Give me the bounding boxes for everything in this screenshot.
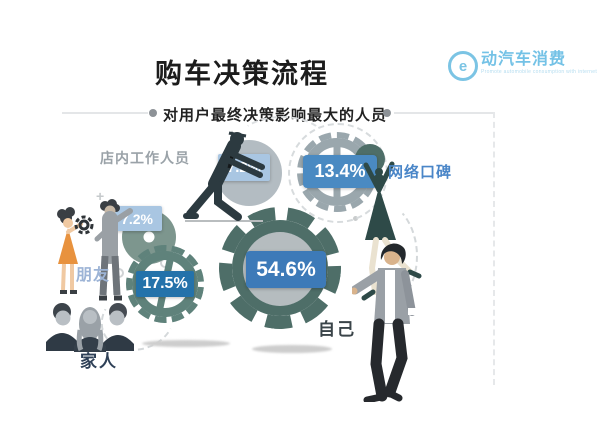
subtitle-rule-right [394,112,494,114]
friends-pair-figure-icon [57,199,133,301]
page-title: 购车决策流程 [155,59,329,89]
brand-tagline: Promote automobile consumption with inte… [481,69,598,75]
label-self: 自己 [318,320,356,339]
gear-shadow [252,345,332,353]
label-online-reputation: 网络口碑 [388,164,453,181]
value-box-family: 17.5% [136,271,194,297]
brand-logo: e 动汽车消费 Promote automobile consumption w… [448,50,597,81]
gear-shadow [142,340,230,347]
brand-name: 动汽车消费 [481,51,567,68]
store-staff-pushing-figure-icon [183,131,265,222]
right-dashed-border [493,112,495,385]
brand-logo-text: 动汽车消费 Promote automobile consumption wit… [481,50,597,75]
subtitle-dot-left [149,109,157,117]
decor-plus-icon: + [96,188,105,204]
label-store-staff: 店内工作人员 [100,150,190,166]
label-family: 家人 [80,352,118,371]
self-standing-man-figure-icon [352,243,417,402]
value-box-self: 54.6% [246,251,326,288]
label-friends: 朋友 [76,267,111,284]
brand-logo-icon: e [448,51,478,81]
family-group-figure-icon [46,303,134,352]
value-box-online-reputation: 13.4% [303,155,377,188]
subtitle-rule-left [62,112,148,114]
decor-arc-right [330,198,418,314]
gear-hole [143,231,155,243]
page-subtitle: 对用户最终决策影响最大的人员 [163,107,388,124]
decor-arc-top [238,116,326,164]
subtitle-dot-right [383,109,391,117]
